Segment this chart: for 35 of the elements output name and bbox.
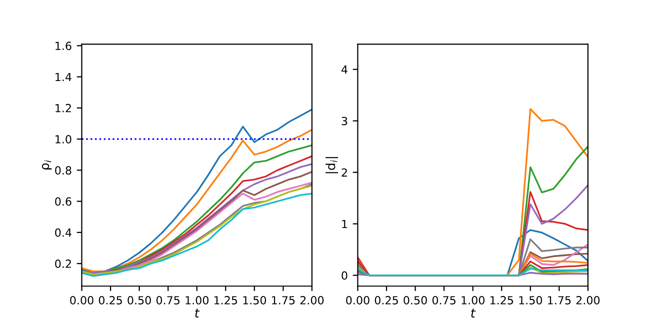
x-tick-label: 0.00 [346,296,370,304]
y-tick-label: 0.2 [55,260,71,268]
x-tick-label: 0.25 [98,296,122,304]
y-tick-label: 1 [342,220,347,228]
y-axis-title: |d$_{i}$| [326,157,338,174]
x-tick-label: 0.75 [156,296,180,304]
x-tick-label: 2.00 [300,296,324,304]
x-tick-label: 1.00 [186,296,208,304]
y-tick-label: 0.8 [55,166,72,175]
x-axis-title: t [471,308,476,318]
x-tick-label: 1.25 [214,296,238,304]
x-tick-label: 0.50 [128,296,151,304]
x-tick-label: 0.75 [432,296,456,304]
y-tick-label: 1.2 [56,104,71,112]
x-tick-label: 1.75 [272,296,295,304]
x-tick-label: 1.25 [490,296,514,304]
y-tick-label: 1.4 [56,72,72,82]
y-tick-label: 1.6 [56,42,72,50]
y-tick-label: 0.4 [55,228,72,237]
x-tick-label: 1.75 [548,296,571,304]
y-axis-title: ρ$_{i}$ [42,160,52,170]
y-tick-label: 0.6 [55,197,72,206]
x-tick-label: 1.50 [243,296,266,304]
x-axis-title: t [195,308,200,318]
x-tick-label: 0.50 [404,296,427,304]
x-tick-label: 0.25 [374,296,398,304]
y-tick-label: 4 [341,65,348,74]
x-tick-label: 2.00 [576,296,600,304]
y-tick-label: 3 [342,116,348,126]
y-tick-label: 2 [342,168,347,177]
y-tick-label: 1.0 [56,135,72,144]
y-tick-label: 0 [342,271,348,280]
x-tick-label: 1.50 [519,296,542,304]
x-tick-label: 0.00 [70,296,94,304]
x-tick-label: 1.00 [462,296,484,304]
